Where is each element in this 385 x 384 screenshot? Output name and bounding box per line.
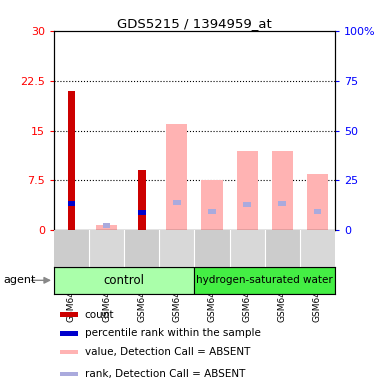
Bar [96,225,117,230]
Text: control: control [104,274,145,287]
Bar [68,91,75,230]
Bar [124,230,159,267]
Bar [60,372,78,376]
Bar [236,151,258,230]
Bar [194,230,229,267]
Bar [60,349,78,354]
Text: percentile rank within the sample: percentile rank within the sample [85,328,261,338]
Bar [60,313,78,317]
Bar [201,180,223,230]
Bar [173,200,181,205]
Bar [313,209,321,214]
Bar [89,230,124,267]
Text: value, Detection Call = ABSENT: value, Detection Call = ABSENT [85,347,250,357]
Text: agent: agent [4,275,36,285]
Bar [54,267,194,294]
Bar [278,201,286,206]
Bar [103,223,110,228]
Bar [166,124,187,230]
Text: rank, Detection Call = ABSENT: rank, Detection Call = ABSENT [85,369,245,379]
Bar [264,230,300,267]
Bar [272,151,293,230]
Bar [68,201,75,206]
Bar [194,267,335,294]
Bar [243,202,251,207]
Text: hydrogen-saturated water: hydrogen-saturated water [196,275,333,285]
Title: GDS5215 / 1394959_at: GDS5215 / 1394959_at [117,17,272,30]
Bar [208,209,216,214]
Bar [60,331,78,336]
Bar [307,174,328,230]
Text: count: count [85,310,114,320]
Bar [159,230,194,267]
Bar [229,230,265,267]
Bar [138,170,146,230]
Bar [54,230,89,267]
Bar [300,230,335,267]
Bar [138,210,146,215]
